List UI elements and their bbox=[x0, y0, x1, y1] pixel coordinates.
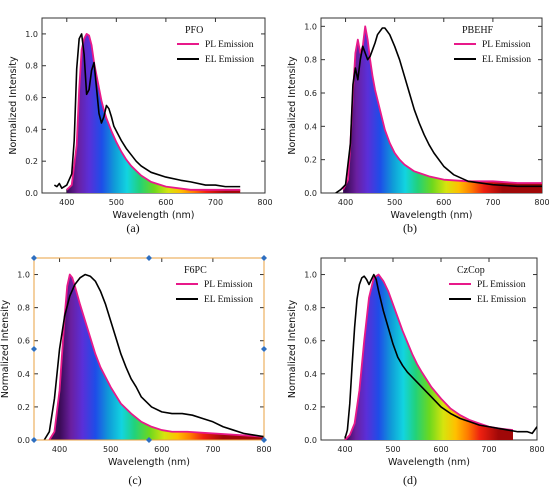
y-tick-label: 1.0 bbox=[25, 30, 38, 39]
x-axis-label: Wavelength (nm) bbox=[108, 457, 190, 468]
legend-pl-label: PL Emission bbox=[482, 40, 531, 50]
y-tick-label: 0.0 bbox=[17, 436, 30, 445]
x-tick-label: 400 bbox=[59, 198, 74, 207]
panel-title: CzCop bbox=[457, 265, 485, 276]
panel-caption: (b) bbox=[403, 221, 417, 235]
y-tick-label: 1.0 bbox=[17, 271, 30, 280]
y-tick-label: 0.6 bbox=[25, 94, 38, 103]
resize-handle[interactable] bbox=[31, 255, 37, 261]
y-axis-label: Normalized Intensity bbox=[287, 300, 298, 399]
y-tick-label: 0.0 bbox=[25, 189, 38, 198]
x-tick-label: 600 bbox=[433, 445, 448, 454]
x-tick-label: 600 bbox=[158, 198, 173, 207]
pl-spectrum-fill bbox=[66, 33, 241, 193]
x-tick-label: 700 bbox=[481, 445, 496, 454]
legend-pl-label: PL Emission bbox=[205, 40, 254, 50]
y-tick-label: 0.4 bbox=[304, 122, 317, 131]
x-tick-label: 600 bbox=[436, 198, 451, 207]
pl-emission-line bbox=[344, 273, 514, 440]
y-tick-label: 0.6 bbox=[304, 89, 317, 98]
y-axis-label: Normalized Intensity bbox=[0, 300, 11, 399]
el-emission-line bbox=[335, 27, 542, 193]
panel-caption: (c) bbox=[128, 473, 141, 487]
resize-handle[interactable] bbox=[31, 346, 37, 352]
y-tick-label: 0.2 bbox=[25, 157, 38, 166]
resize-handle[interactable] bbox=[146, 255, 152, 261]
x-tick-label: 800 bbox=[256, 445, 271, 454]
panel-d: 400 500 600 700 800 0.0 0.2 0.4 0.6 0.8 1.0 Wavelen… bbox=[287, 257, 545, 487]
panel-title: F6PC bbox=[184, 265, 207, 276]
legend-pl-label: PL Emission bbox=[477, 280, 526, 290]
panel-caption: (a) bbox=[126, 221, 139, 235]
y-tick-label: 0.2 bbox=[304, 156, 317, 165]
x-tick-label: 700 bbox=[485, 198, 500, 207]
x-tick-label: 400 bbox=[338, 198, 353, 207]
pl-spectrum-fill bbox=[343, 26, 542, 193]
pl-emission-line bbox=[342, 25, 542, 191]
y-tick-label: 0.4 bbox=[25, 125, 38, 134]
resize-handle[interactable] bbox=[146, 437, 152, 443]
y-tick-label: 0.6 bbox=[17, 337, 30, 346]
el-emission-line bbox=[43, 273, 264, 440]
y-axis-label: Normalized Intensity bbox=[8, 56, 19, 155]
y-tick-label: 0.2 bbox=[17, 403, 30, 412]
y-tick-label: 1.0 bbox=[304, 22, 317, 31]
x-tick-label: 600 bbox=[154, 445, 169, 454]
resize-handle[interactable] bbox=[31, 437, 37, 443]
x-tick-label: 400 bbox=[52, 445, 67, 454]
panel-title: PBEHF bbox=[462, 25, 494, 36]
y-tick-label: 0.2 bbox=[304, 403, 317, 412]
el-emission-line bbox=[344, 273, 537, 439]
resize-handle[interactable] bbox=[261, 346, 267, 352]
x-tick-label: 500 bbox=[103, 445, 118, 454]
pl-emission-line bbox=[48, 273, 264, 440]
x-axis-label: Wavelength (nm) bbox=[390, 210, 472, 221]
legend-el-label: EL Emission bbox=[477, 295, 526, 305]
panel-title: PFO bbox=[185, 25, 203, 36]
resize-handle[interactable] bbox=[261, 437, 267, 443]
legend-el-label: EL Emission bbox=[204, 295, 253, 305]
x-tick-label: 800 bbox=[257, 198, 272, 207]
y-tick-label: 1.0 bbox=[304, 271, 317, 280]
x-tick-label: 400 bbox=[337, 445, 352, 454]
x-tick-label: 500 bbox=[387, 198, 402, 207]
x-tick-label: 800 bbox=[534, 198, 549, 207]
pl-spectrum-fill bbox=[345, 274, 513, 440]
panel-a: 400 500 600 700 800 0.0 0.2 0.4 0.6 0.8 1.0 Wavelen… bbox=[8, 17, 273, 235]
y-tick-label: 0.0 bbox=[304, 189, 317, 198]
x-tick-label: 500 bbox=[109, 198, 124, 207]
x-tick-label: 500 bbox=[385, 445, 400, 454]
y-tick-label: 0.8 bbox=[304, 304, 317, 313]
pl-spectrum-fill bbox=[49, 274, 264, 440]
y-tick-label: 0.4 bbox=[17, 370, 30, 379]
x-tick-label: 700 bbox=[205, 445, 220, 454]
resize-handle[interactable] bbox=[261, 255, 267, 261]
y-axis-label: Normalized Intensity bbox=[287, 56, 298, 155]
y-tick-label: 0.8 bbox=[25, 62, 38, 71]
el-emission-line bbox=[53, 33, 241, 190]
legend-el-label: EL Emission bbox=[205, 55, 254, 65]
x-tick-label: 700 bbox=[208, 198, 223, 207]
x-axis-label: Wavelength (nm) bbox=[388, 457, 470, 468]
panel-c: 400 500 600 700 800 0.0 0.2 0.4 0.6 0.8 1.0 Wavelen… bbox=[0, 255, 272, 487]
panel-caption: (d) bbox=[403, 473, 417, 487]
y-tick-label: 0.8 bbox=[17, 304, 30, 313]
y-tick-label: 0.8 bbox=[304, 56, 317, 65]
y-tick-label: 0.6 bbox=[304, 337, 317, 346]
panel-b: 400 500 600 700 800 0.0 0.2 0.4 0.6 0.8 1.0 Wavelen… bbox=[287, 17, 550, 235]
y-tick-label: 0.4 bbox=[304, 370, 317, 379]
x-tick-label: 800 bbox=[529, 445, 544, 454]
x-axis-label: Wavelength (nm) bbox=[112, 210, 194, 221]
legend-el-label: EL Emission bbox=[482, 55, 531, 65]
y-tick-label: 0.0 bbox=[304, 436, 317, 445]
legend-pl-label: PL Emission bbox=[204, 280, 253, 290]
